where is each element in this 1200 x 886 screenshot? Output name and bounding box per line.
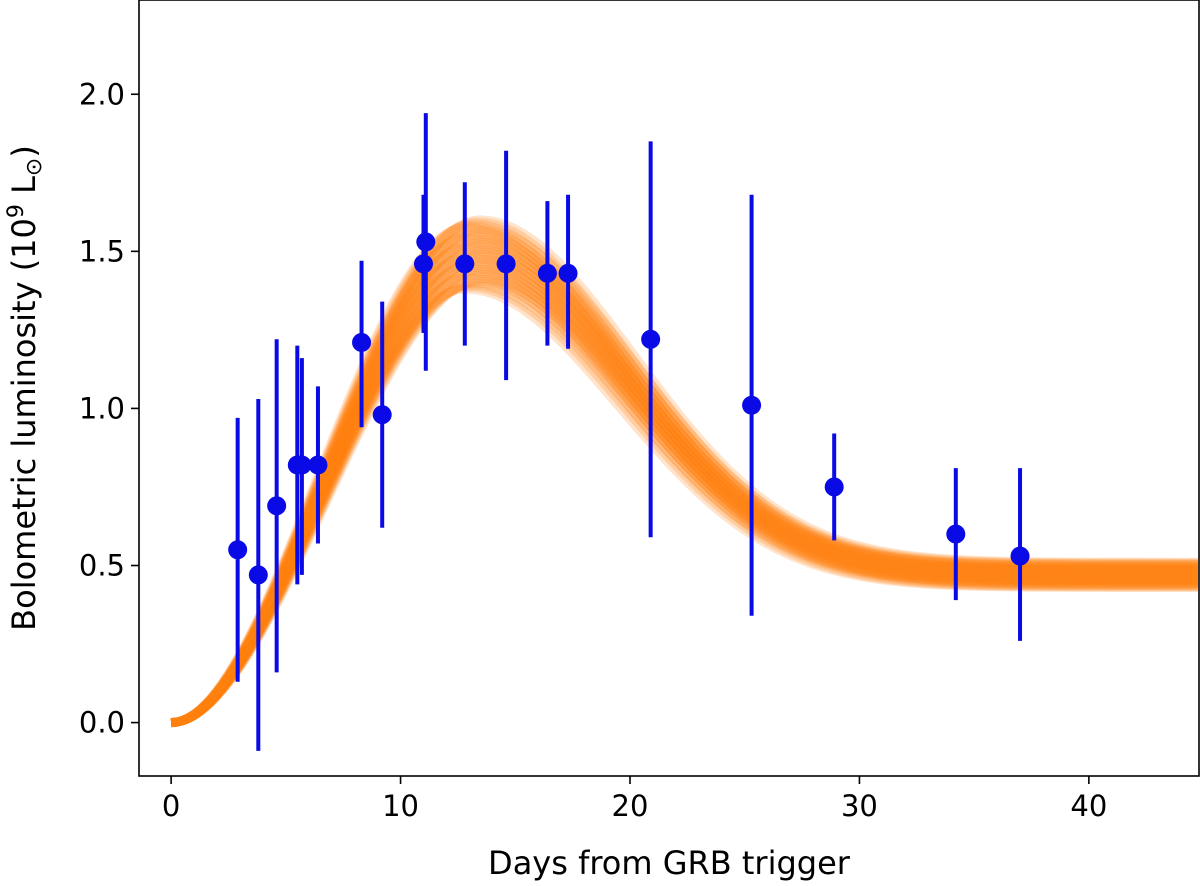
model-curve xyxy=(170,227,1198,728)
data-point xyxy=(824,477,844,497)
x-axis-label: Days from GRB trigger xyxy=(488,844,851,882)
plot-frame xyxy=(138,0,1200,777)
y-axis-label-sun: ⊙ xyxy=(22,158,47,176)
x-tick-label: 10 xyxy=(382,789,419,823)
x-axis-ticks: 0 10 20 30 40 xyxy=(162,776,1107,823)
model-curve xyxy=(170,264,1198,728)
data-point xyxy=(537,263,557,283)
model-curve xyxy=(170,237,1198,728)
model-curve xyxy=(170,262,1198,728)
data-point xyxy=(372,405,392,425)
x-tick-label: 20 xyxy=(612,789,649,823)
model-curve xyxy=(170,280,1198,728)
model-band xyxy=(170,215,1198,728)
data-point xyxy=(292,455,312,475)
y-axis-label-unit: L xyxy=(5,176,43,204)
model-curve xyxy=(170,235,1198,728)
model-curve xyxy=(170,268,1198,728)
model-curve xyxy=(170,223,1198,728)
data-point xyxy=(267,496,287,516)
model-curve xyxy=(170,239,1198,728)
data-point xyxy=(352,332,372,352)
x-tick-label: 40 xyxy=(1070,789,1107,823)
model-curve xyxy=(170,260,1198,728)
data-point xyxy=(248,565,268,585)
y-axis-label-main: Bolometric luminosity (10 xyxy=(5,218,43,631)
data-point xyxy=(308,455,328,475)
model-curve xyxy=(170,278,1198,728)
model-curve xyxy=(170,272,1198,728)
model-curve xyxy=(170,248,1198,728)
model-curve xyxy=(170,266,1198,728)
model-curve xyxy=(170,256,1198,728)
y-tick-label: 0.0 xyxy=(79,706,125,740)
model-curve xyxy=(170,241,1198,728)
data-point xyxy=(558,263,578,283)
model-curve xyxy=(170,276,1198,728)
data-points xyxy=(228,232,1030,585)
data-point xyxy=(742,395,762,415)
y-tick-label: 0.5 xyxy=(79,549,125,583)
data-point xyxy=(496,254,516,274)
model-curve xyxy=(170,219,1198,728)
x-tick-label: 0 xyxy=(162,789,180,823)
y-axis-ticks: 0.0 0.5 1.0 1.5 2.0 xyxy=(79,77,139,740)
model-curve xyxy=(170,229,1198,728)
data-point xyxy=(641,329,661,349)
data-point xyxy=(946,524,966,544)
model-curve xyxy=(170,247,1198,728)
model-curve xyxy=(170,244,1198,728)
data-point xyxy=(1010,546,1030,566)
model-curve xyxy=(170,225,1198,728)
y-axis-label-sup: 9 xyxy=(4,204,29,218)
model-curve xyxy=(170,221,1198,728)
model-curve xyxy=(170,252,1198,728)
y-tick-label: 2.0 xyxy=(79,77,125,111)
y-axis-label-close: ) xyxy=(5,145,43,157)
model-curve xyxy=(170,231,1198,728)
data-point xyxy=(416,232,436,252)
model-curve xyxy=(170,258,1198,728)
y-tick-label: 1.5 xyxy=(79,234,125,268)
model-curve xyxy=(170,243,1198,728)
y-axis-label: Bolometric luminosity (109 L⊙) xyxy=(4,145,47,631)
model-curve xyxy=(170,282,1198,728)
model-curve xyxy=(170,284,1198,728)
model-curve xyxy=(170,270,1198,728)
model-curve xyxy=(170,274,1198,728)
y-tick-label: 1.0 xyxy=(79,391,125,425)
model-curve xyxy=(170,233,1198,728)
data-point xyxy=(228,540,248,560)
model-curve xyxy=(170,254,1198,728)
data-point xyxy=(455,254,475,274)
data-point xyxy=(414,254,434,274)
model-curve xyxy=(170,250,1198,728)
x-tick-label: 30 xyxy=(841,789,878,823)
